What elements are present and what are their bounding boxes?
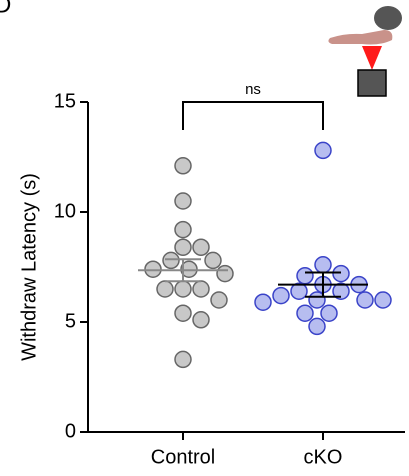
- y-axis-label: Withdraw Latency (s): [18, 173, 40, 361]
- data-point: [297, 305, 313, 321]
- data-point: [175, 222, 191, 238]
- data-point: [297, 268, 313, 284]
- data-point: [175, 239, 191, 255]
- chart: D Withdraw Latency (s) 0 5 10 15 Control cKO n…: [0, 0, 409, 476]
- y-tick-label: 10: [54, 200, 76, 222]
- data-point: [145, 261, 161, 277]
- y-tick-label: 5: [65, 310, 76, 332]
- data-point: [273, 288, 289, 304]
- data-point: [163, 252, 179, 268]
- x-tick-label: Control: [151, 446, 215, 468]
- data-point: [193, 281, 209, 297]
- data-point: [357, 292, 373, 308]
- data-point: [309, 318, 325, 334]
- data-point: [175, 281, 191, 297]
- panel-label: D: [0, 0, 11, 18]
- x-tick-label: cKO: [304, 446, 343, 468]
- significance-bracket: [183, 102, 323, 130]
- data-point: [315, 257, 331, 273]
- data-point: [175, 158, 191, 174]
- data-point: [205, 252, 221, 268]
- data-point: [315, 142, 331, 158]
- data-point: [175, 351, 191, 367]
- data-point: [193, 312, 209, 328]
- y-tick-label: 15: [54, 90, 76, 112]
- data-point: [175, 193, 191, 209]
- data-point: [175, 305, 191, 321]
- data-point: [255, 294, 271, 310]
- data-point: [211, 292, 227, 308]
- data-point: [193, 239, 209, 255]
- significance-label: ns: [245, 81, 261, 98]
- y-tick-label: 0: [65, 420, 76, 442]
- data-point: [333, 266, 349, 282]
- data-point: [375, 292, 391, 308]
- data-point: [157, 281, 173, 297]
- stimulus-icon: [328, 6, 402, 96]
- data-point: [321, 305, 337, 321]
- data-point: [217, 266, 233, 282]
